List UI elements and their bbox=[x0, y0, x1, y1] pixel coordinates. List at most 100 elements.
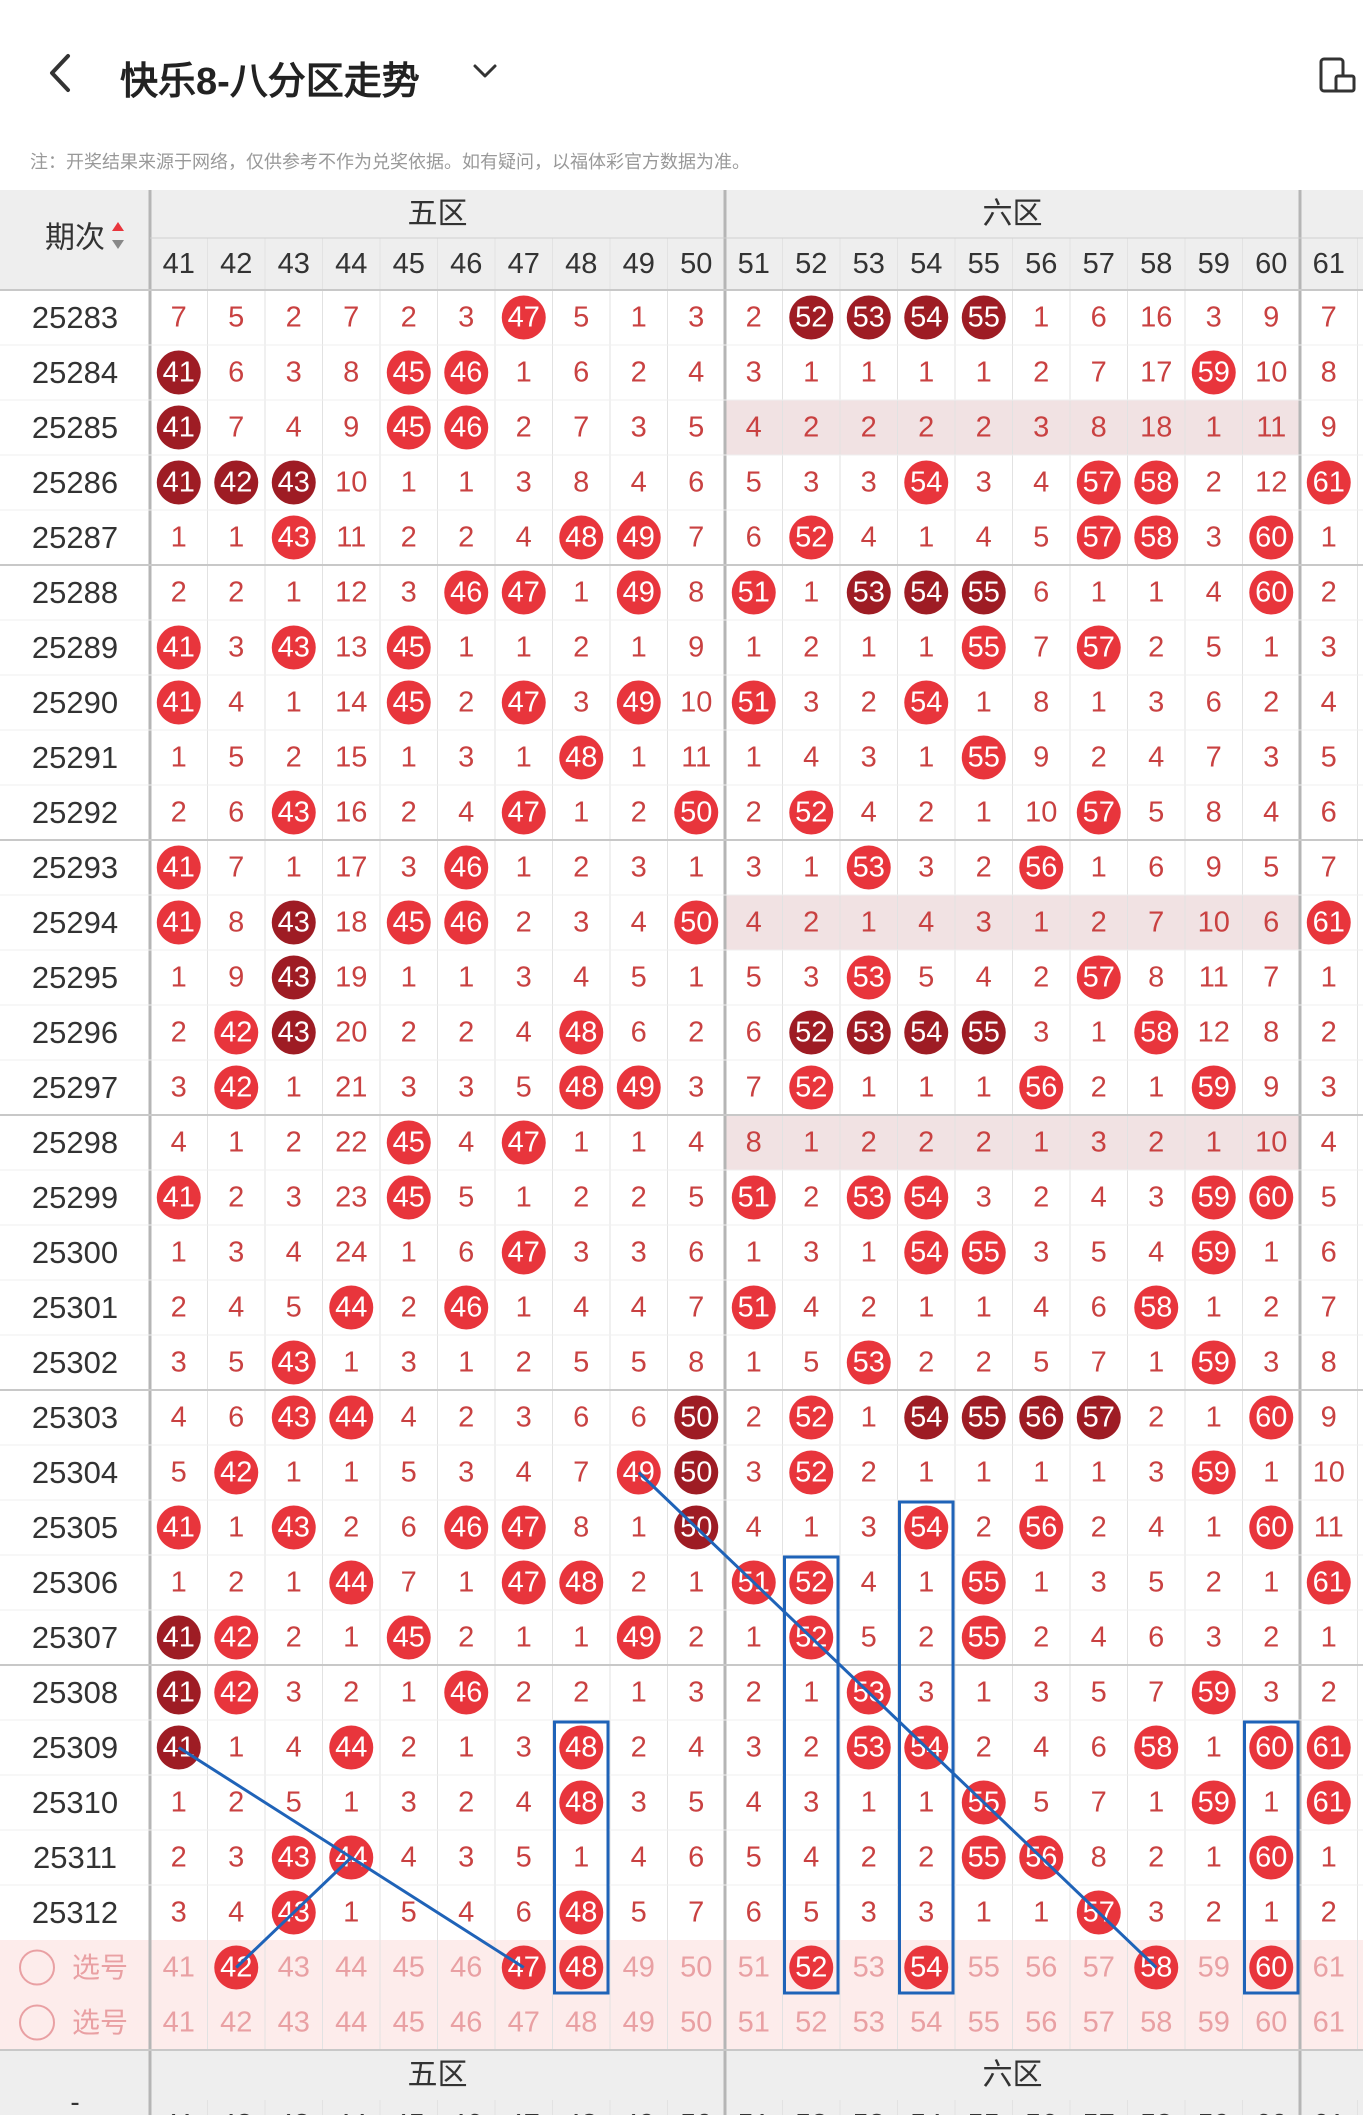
hit-ball bbox=[1306, 1725, 1351, 1770]
hit-number: 60 bbox=[1255, 1732, 1287, 1764]
select-number[interactable]: 48 bbox=[565, 2007, 597, 2039]
miss-count: 1 bbox=[1148, 577, 1164, 609]
hit-number: 53 bbox=[853, 962, 885, 994]
hit-ball bbox=[961, 735, 1006, 780]
selected-number[interactable]: 48 bbox=[565, 1952, 597, 1984]
select-number[interactable]: 45 bbox=[393, 2007, 425, 2039]
select-number[interactable]: 45 bbox=[393, 1952, 425, 1984]
miss-count: 5 bbox=[573, 1347, 589, 1379]
hit-number: 45 bbox=[393, 1127, 425, 1159]
miss-count: 1 bbox=[861, 1402, 877, 1434]
select-number[interactable]: 58 bbox=[1140, 2007, 1172, 2039]
miss-count: 2 bbox=[631, 1567, 647, 1599]
sort-arrows-icon[interactable] bbox=[112, 222, 124, 249]
column-header: 59 bbox=[1198, 248, 1230, 280]
miss-count: 8 bbox=[1321, 357, 1337, 389]
miss-count: 1 bbox=[343, 1787, 359, 1819]
miss-count: 7 bbox=[228, 412, 244, 444]
select-number[interactable]: 60 bbox=[1255, 2007, 1287, 2039]
miss-count: 7 bbox=[1206, 742, 1222, 774]
select-number[interactable]: 47 bbox=[508, 2007, 540, 2039]
selected-number[interactable]: 60 bbox=[1255, 1952, 1287, 1984]
select-number[interactable]: 43 bbox=[278, 2007, 310, 2039]
miss-count: 18 bbox=[335, 907, 367, 939]
miss-count: 3 bbox=[228, 632, 244, 664]
period-label: 25298 bbox=[32, 1125, 118, 1160]
selected-number[interactable]: 52 bbox=[795, 1952, 827, 1984]
miss-count: 6 bbox=[688, 1842, 704, 1874]
miss-count: 5 bbox=[516, 1842, 532, 1874]
miss-count: 2 bbox=[343, 1512, 359, 1544]
select-number[interactable]: 49 bbox=[623, 1952, 655, 1984]
miss-count: 1 bbox=[976, 357, 992, 389]
hit-ball bbox=[271, 515, 316, 560]
hit-number: 54 bbox=[910, 467, 942, 499]
hit-ball bbox=[156, 350, 201, 395]
select-number[interactable]: 53 bbox=[853, 2007, 885, 2039]
select-number[interactable]: 61 bbox=[1313, 1952, 1345, 1984]
select-number[interactable]: 41 bbox=[163, 1952, 195, 1984]
select-number[interactable]: 59 bbox=[1198, 2007, 1230, 2039]
annotation-box bbox=[553, 1720, 610, 1995]
select-number[interactable]: 51 bbox=[738, 2007, 770, 2039]
select-radio[interactable] bbox=[19, 1949, 55, 1986]
miss-count: 2 bbox=[286, 302, 302, 334]
chevron-down-icon[interactable] bbox=[470, 56, 500, 86]
miss-count: 2 bbox=[918, 1347, 934, 1379]
select-number[interactable]: 57 bbox=[1083, 2007, 1115, 2039]
select-number[interactable]: 55 bbox=[968, 2007, 1000, 2039]
select-number[interactable]: 51 bbox=[738, 1952, 770, 1984]
select-number[interactable]: 56 bbox=[1025, 1952, 1057, 1984]
miss-count: 3 bbox=[918, 1897, 934, 1929]
selected-ball[interactable] bbox=[559, 1945, 604, 1990]
period-header[interactable]: 期次 bbox=[45, 222, 105, 255]
select-number[interactable]: 61 bbox=[1313, 2007, 1345, 2039]
select-number[interactable]: 44 bbox=[335, 2007, 367, 2039]
hit-ball bbox=[1019, 1505, 1064, 1550]
select-number[interactable]: 46 bbox=[450, 1952, 482, 1984]
hit-ball bbox=[444, 570, 489, 615]
miss-count: 2 bbox=[1321, 577, 1337, 609]
select-number[interactable]: 52 bbox=[795, 2007, 827, 2039]
miss-count: 6 bbox=[1321, 797, 1337, 829]
select-number[interactable]: 41 bbox=[163, 2007, 195, 2039]
selected-number[interactable]: 54 bbox=[910, 1952, 942, 1984]
column-header: 57 bbox=[1083, 2109, 1115, 2115]
selected-ball[interactable] bbox=[789, 1945, 834, 1990]
select-number[interactable]: 56 bbox=[1025, 2007, 1057, 2039]
hit-ball bbox=[559, 1010, 604, 1055]
miss-count: 17 bbox=[335, 852, 367, 884]
select-number[interactable]: 54 bbox=[910, 2007, 942, 2039]
hit-number: 47 bbox=[508, 1127, 540, 1159]
select-number[interactable]: 55 bbox=[968, 1952, 1000, 1984]
device-icon[interactable] bbox=[1318, 56, 1358, 96]
selected-ball[interactable] bbox=[904, 1945, 949, 1990]
select-number[interactable]: 59 bbox=[1198, 1952, 1230, 1984]
select-number[interactable]: 44 bbox=[335, 1952, 367, 1984]
miss-count: 24 bbox=[335, 1237, 367, 1269]
miss-count: 2 bbox=[1148, 632, 1164, 664]
column-header: 41 bbox=[163, 248, 195, 280]
back-arrow-icon[interactable] bbox=[40, 48, 80, 98]
select-number[interactable]: 50 bbox=[680, 1952, 712, 1984]
select-number[interactable]: 53 bbox=[853, 1952, 885, 1984]
select-number[interactable]: 49 bbox=[623, 2007, 655, 2039]
select-radio[interactable] bbox=[19, 2004, 55, 2041]
miss-count: 1 bbox=[1263, 1567, 1279, 1599]
miss-count: 7 bbox=[573, 1457, 589, 1489]
selected-ball[interactable] bbox=[1249, 1945, 1294, 1990]
hit-ball bbox=[214, 1065, 259, 1110]
select-number[interactable]: 42 bbox=[220, 2007, 252, 2039]
select-label[interactable]: 选号 bbox=[72, 2007, 128, 2038]
miss-count: 4 bbox=[918, 907, 934, 939]
miss-count: 3 bbox=[171, 1897, 187, 1929]
select-number[interactable]: 43 bbox=[278, 1952, 310, 1984]
miss-count: 7 bbox=[573, 412, 589, 444]
select-number[interactable]: 50 bbox=[680, 2007, 712, 2039]
hit-number: 45 bbox=[393, 687, 425, 719]
select-number[interactable]: 46 bbox=[450, 2007, 482, 2039]
miss-count: 1 bbox=[688, 962, 704, 994]
column-header: 61 bbox=[1313, 2109, 1345, 2115]
select-label[interactable]: 选号 bbox=[72, 1952, 128, 1983]
select-number[interactable]: 57 bbox=[1083, 1952, 1115, 1984]
